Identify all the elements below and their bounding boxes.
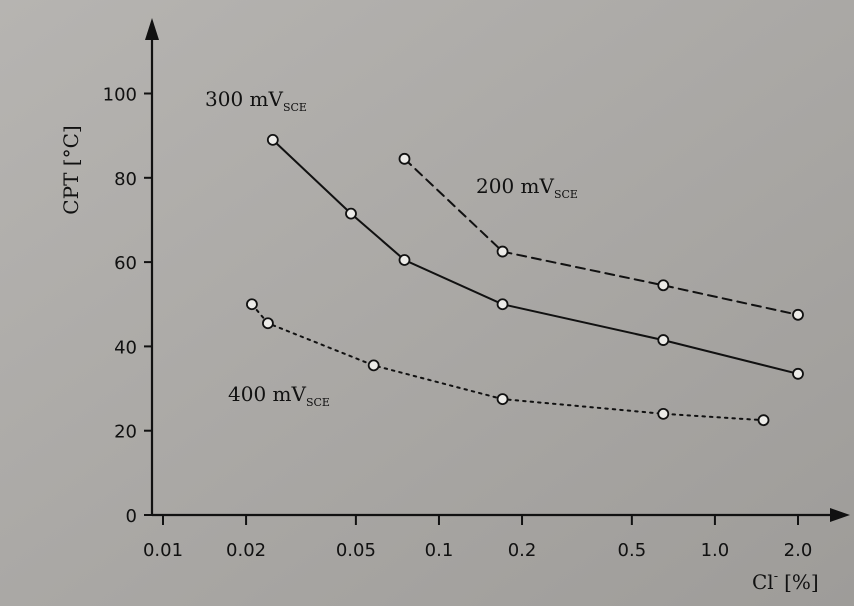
data-point: [757, 414, 770, 427]
data-point: [496, 393, 509, 405]
y-tick-label: 60: [114, 253, 137, 274]
data-point: [398, 152, 411, 165]
y-ticks: 0 20 40 60 80 100: [103, 85, 152, 527]
x-tick-label: 2.0: [784, 540, 813, 561]
x-tick-label: 0.02: [226, 540, 266, 561]
x-tick-label: 0.5: [618, 540, 647, 561]
series-label-300-sub: SCE: [283, 101, 307, 114]
series-lines: [250, 138, 799, 422]
series-label-400-main: 400 mV: [228, 382, 306, 406]
data-point: [345, 207, 357, 220]
x-ticks: 0.01 0.02 0.05 0.1 0.2 0.5 1.0 2.0: [143, 515, 812, 561]
x-tick-label: 0.01: [143, 540, 183, 561]
data-point: [367, 359, 380, 372]
y-axis-title: CPT [°C]: [59, 125, 83, 214]
series-label-400-sub: SCE: [306, 396, 330, 409]
series-label-200: 200 mVSCE: [476, 174, 578, 201]
y-tick-label: 40: [114, 337, 137, 358]
data-point: [262, 317, 274, 330]
data-point: [657, 407, 670, 420]
data-point: [657, 279, 670, 292]
series-label-400: 400 mVSCE: [228, 382, 330, 409]
x-axis-title: Cl- [%]: [752, 569, 819, 594]
series-line-2: [250, 303, 765, 422]
data-point: [657, 334, 670, 346]
x-axis-title-main: Cl: [752, 570, 774, 594]
y-tick-label: 20: [114, 422, 137, 443]
y-tick-label: 80: [114, 169, 137, 190]
x-tick-label: 1.0: [701, 540, 730, 561]
data-point: [496, 298, 509, 311]
series-label-300: 300 mVSCE: [205, 87, 307, 114]
x-tick-label: 0.1: [425, 540, 454, 561]
y-tick-label: 0: [126, 506, 137, 527]
data-point: [266, 133, 279, 146]
data-point: [496, 245, 509, 258]
series-label-200-main: 200 mV: [476, 174, 554, 198]
series-label-200-sub: SCE: [554, 188, 578, 201]
series-line-0: [271, 138, 799, 375]
y-tick-label: 100: [103, 85, 137, 106]
x-tick-label: 0.2: [508, 540, 537, 561]
data-point: [246, 298, 258, 311]
data-point: [398, 254, 411, 266]
data-point: [792, 367, 804, 380]
x-axis-title-sup: -: [774, 569, 778, 584]
data-point: [792, 308, 804, 321]
y-axis-arrow: [145, 18, 159, 40]
series-line-1: [403, 157, 799, 316]
x-tick-label: 0.05: [336, 540, 376, 561]
x-axis-arrow: [830, 508, 850, 522]
series-markers: [246, 133, 804, 427]
x-axis-title-unit: [%]: [784, 570, 819, 594]
series-label-300-main: 300 mV: [205, 87, 283, 111]
